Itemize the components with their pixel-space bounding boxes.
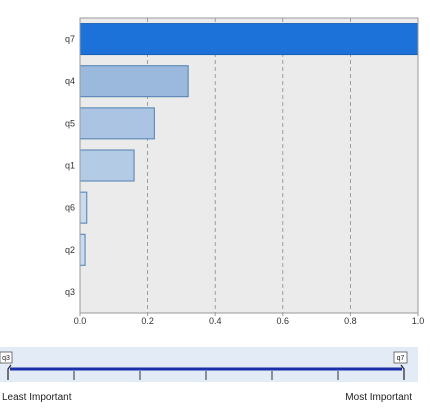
category-label-q7: q7 <box>65 34 75 44</box>
slider-max-marker[interactable]: q7 <box>393 351 408 364</box>
bars <box>79 23 419 266</box>
category-label-q1: q1 <box>65 161 75 171</box>
x-tick-label: 0.2 <box>141 316 154 326</box>
slider-min-marker[interactable]: q3 <box>0 351 13 364</box>
x-tick-label: 1.0 <box>412 316 425 326</box>
bar-q2 <box>79 233 86 266</box>
bar-q1 <box>79 149 135 182</box>
category-label-q2: q2 <box>65 245 75 255</box>
least-important-label: Least Important <box>2 392 72 403</box>
bar-q6 <box>79 191 88 224</box>
x-axis-ticks: 0.0 0.2 0.4 0.6 0.8 1.0 <box>74 313 425 326</box>
slider-min-marker-label: q3 <box>2 355 10 362</box>
x-tick-label: 0.8 <box>344 316 357 326</box>
slider-right-handle[interactable] <box>400 364 405 380</box>
x-tick-label: 0.4 <box>209 316 222 326</box>
bar-q7 <box>79 23 419 56</box>
bar-q5 <box>79 107 155 140</box>
most-important-label: Most Important <box>345 392 412 403</box>
x-tick-label: 0.0 <box>74 316 87 326</box>
category-label-q6: q6 <box>65 203 75 213</box>
category-label-q5: q5 <box>65 118 75 128</box>
bar-q4 <box>79 65 189 98</box>
category-labels: q7 q4 q5 q1 q6 q2 q3 <box>65 34 75 297</box>
slider-max-marker-label: q7 <box>397 355 405 362</box>
category-label-q3: q3 <box>65 287 75 297</box>
slider-track-background <box>0 347 418 382</box>
x-tick-label: 0.6 <box>277 316 290 326</box>
importance-slider[interactable]: q3 q7 Least Important Most Important <box>0 347 418 403</box>
plot-border <box>79 17 419 314</box>
category-label-q4: q4 <box>65 76 75 86</box>
slider-left-handle[interactable] <box>7 364 12 380</box>
